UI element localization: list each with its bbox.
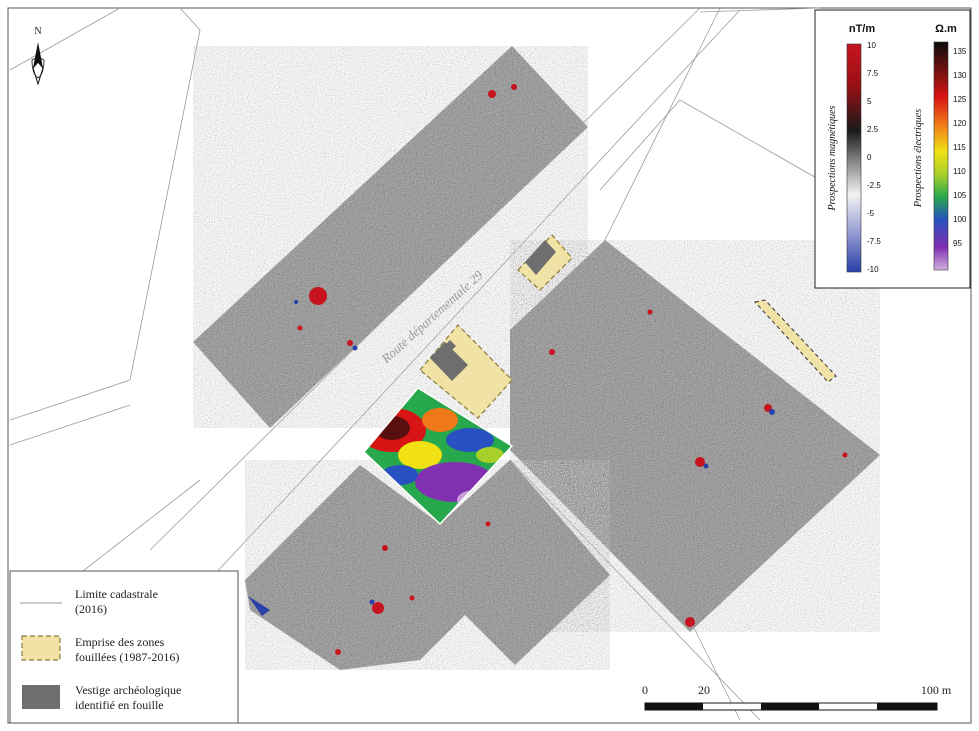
ele-tick: 135 [953,47,967,56]
mag-tick: 5 [867,97,872,106]
magnetic-unit: nT/m [849,23,875,35]
mag-tick: 10 [867,41,876,50]
ele-tick: 130 [953,71,967,80]
survey-zone-south [245,460,610,670]
ele-tick: 100 [953,215,967,224]
scale-tick: 100 m [921,683,952,697]
north-arrow: N [31,26,45,86]
mag-tick: 2.5 [867,125,879,134]
survey-zone-east [510,240,880,632]
ele-tick: 115 [953,143,966,152]
legend-label: Vestige archéologique [75,683,181,697]
mag-tick: 0 [867,153,872,162]
north-label: N [34,26,41,37]
magnetic-title: Prospections magnétiques [827,105,838,211]
electric-colour-bar [933,41,949,271]
electric-title: Prospections électriques [913,109,924,208]
legend-label: fouillées (1987-2016) [75,650,179,664]
compass-icon [31,42,45,86]
mag-tick: -7.5 [867,237,881,246]
vestige-swatch [22,685,60,709]
ele-tick: 95 [953,239,962,248]
ele-tick: 110 [953,167,966,176]
excavation-zones [419,234,837,419]
legend-label: identifié en fouille [75,698,164,712]
legend-label: Emprise des zones [75,635,165,649]
mag-tick: -2.5 [867,181,881,190]
mag-tick: -10 [867,265,879,274]
ele-tick: 125 [953,95,967,104]
map-legend: Limite cadastrale (2016) Emprise des zon… [9,570,239,724]
legend-label: Limite cadastrale [75,587,158,601]
mag-tick: -5 [867,209,875,218]
scale-tick: 0 [642,683,648,697]
colour-scales: nT/m 10 7.5 5 2.5 0 -2.5 -5 -7.5 -10 Pro… [814,9,971,289]
scale-tick: 20 [698,683,710,697]
excavation-swatch [21,635,61,661]
scale-bar: 0 20 100 m [642,683,952,711]
survey-zone-north [193,46,588,428]
mag-tick: 7.5 [867,69,879,78]
electric-unit: Ω.m [935,23,957,35]
legend-label: (2016) [75,602,107,616]
ele-tick: 105 [953,191,967,200]
magnetic-colour-bar [846,43,862,273]
ele-tick: 120 [953,119,967,128]
